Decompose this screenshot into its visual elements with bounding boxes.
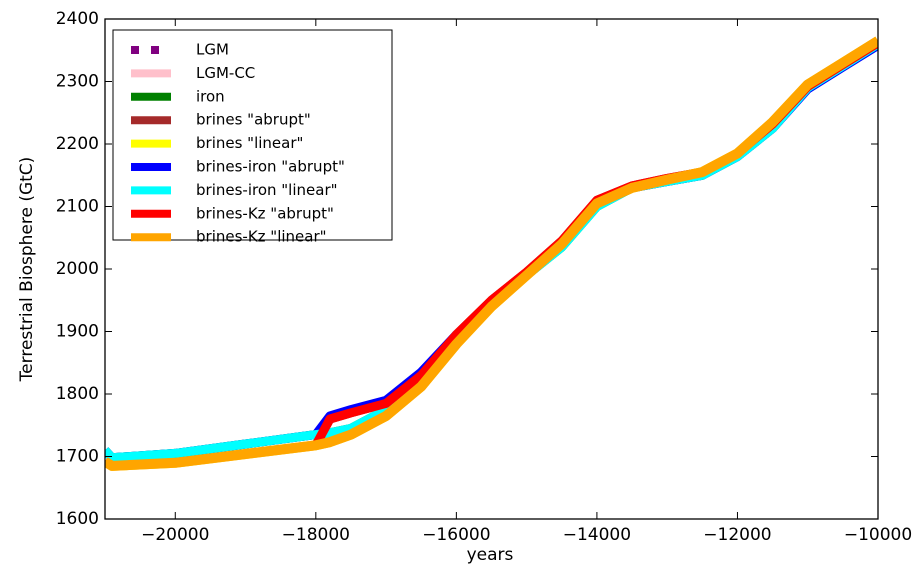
y-tick-label: 1900 xyxy=(56,322,99,342)
plot-lines xyxy=(105,36,878,471)
legend-label: LGM-CC xyxy=(196,64,255,82)
y-tick-label: 1700 xyxy=(56,447,99,467)
x-axis-label: years xyxy=(467,545,514,565)
y-axis-label: Terrestrial Biosphere (GtC) xyxy=(17,157,37,383)
legend-label: brines-Kz "abrupt" xyxy=(196,204,334,222)
y-tick-label: 1600 xyxy=(56,509,99,529)
legend-label: brines-iron "abrupt" xyxy=(196,158,345,176)
x-tick-label: −12000 xyxy=(703,525,771,545)
legend-box xyxy=(112,29,393,241)
legend-label: iron xyxy=(196,87,225,105)
y-tick-label: 1800 xyxy=(56,384,99,404)
y-tick-label: 2300 xyxy=(56,72,99,92)
x-tick-label: −18000 xyxy=(282,525,350,545)
series-line xyxy=(105,36,878,471)
x-tick-label: −16000 xyxy=(422,525,490,545)
y-tick-label: 2200 xyxy=(56,134,99,154)
legend-label: brines-iron "linear" xyxy=(196,181,338,199)
legend-label: brines "abrupt" xyxy=(196,111,311,129)
x-tick-label: −14000 xyxy=(563,525,631,545)
y-tick-label: 2000 xyxy=(56,259,99,279)
legend-label: brines-Kz "linear" xyxy=(196,228,327,246)
legend-label: LGM xyxy=(196,41,229,59)
x-tick-label: −20000 xyxy=(141,525,209,545)
legend-label: brines "linear" xyxy=(196,134,303,152)
y-tick-label: 2100 xyxy=(56,197,99,217)
y-tick-label: 2400 xyxy=(56,9,99,29)
x-tick-label: −10000 xyxy=(844,525,912,545)
